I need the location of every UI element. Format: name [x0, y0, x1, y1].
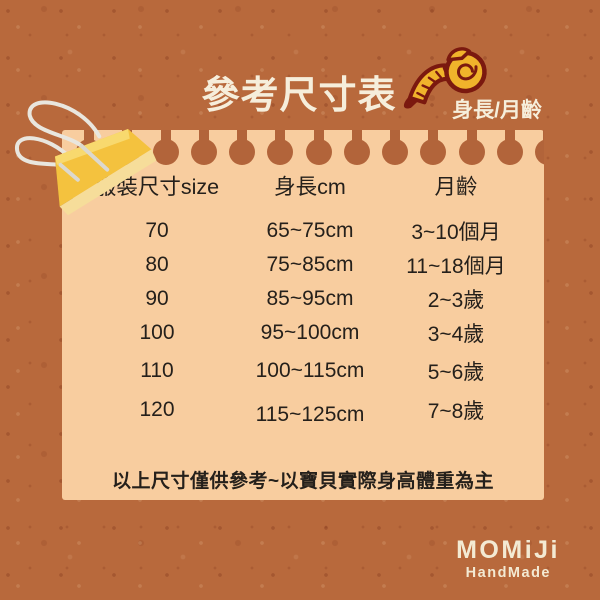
cell-age: 7~8歲 [427, 400, 485, 423]
cell-size: 120 [139, 398, 175, 421]
cell-size: 80 [145, 253, 169, 276]
size-table: 服裝尺寸size 身長cm 月齡 70 65~75cm 3~10個月 80 75… [62, 170, 544, 427]
brand-logo: MOMiJi HandMade [456, 538, 560, 581]
header-age: 月齡 [434, 175, 478, 199]
table-row: 100 95~100cm 3~4歲 [62, 316, 544, 350]
cell-height: 115~125cm [255, 403, 365, 426]
cell-size: 110 [140, 359, 174, 382]
cell-age: 3~10個月 [411, 221, 501, 244]
brand-tagline: HandMade [465, 565, 551, 581]
cell-height: 85~95cm [266, 287, 354, 310]
table-row: 120 115~125cm 7~8歲 [62, 393, 544, 427]
cell-height: 75~85cm [266, 253, 354, 276]
cell-size: 90 [145, 287, 169, 310]
table-row: 110 100~115cm 5~6歲 [62, 354, 544, 388]
cell-age: 5~6歲 [427, 361, 485, 384]
disclaimer-note: 以上尺寸僅供參考~以寶貝實際身高體重為主 [111, 471, 495, 492]
binder-clip-icon [15, 100, 157, 216]
measuring-tape-icon [403, 47, 487, 109]
cell-size: 70 [145, 219, 169, 242]
cell-size: 100 [139, 321, 175, 344]
header-height: 身長cm [274, 175, 346, 199]
cell-height: 100~115cm [255, 359, 365, 382]
cell-age: 11~18個月 [406, 255, 506, 278]
brand-name: MOMiJi [456, 536, 560, 564]
table-row: 90 85~95cm 2~3歲 [62, 282, 544, 316]
cell-height: 95~100cm [260, 321, 360, 344]
notepad-card: 服裝尺寸size 身長cm 月齡 70 65~75cm 3~10個月 80 75… [62, 130, 544, 500]
page-subtitle: 身長/月齡 [452, 99, 542, 122]
cell-age: 2~3歲 [427, 289, 485, 312]
table-row: 70 65~75cm 3~10個月 [62, 214, 544, 248]
table-row: 80 75~85cm 11~18個月 [62, 248, 544, 282]
cell-age: 3~4歲 [427, 323, 485, 346]
page-title: 參考尺寸表 [201, 75, 397, 117]
cell-height: 65~75cm [266, 219, 354, 242]
